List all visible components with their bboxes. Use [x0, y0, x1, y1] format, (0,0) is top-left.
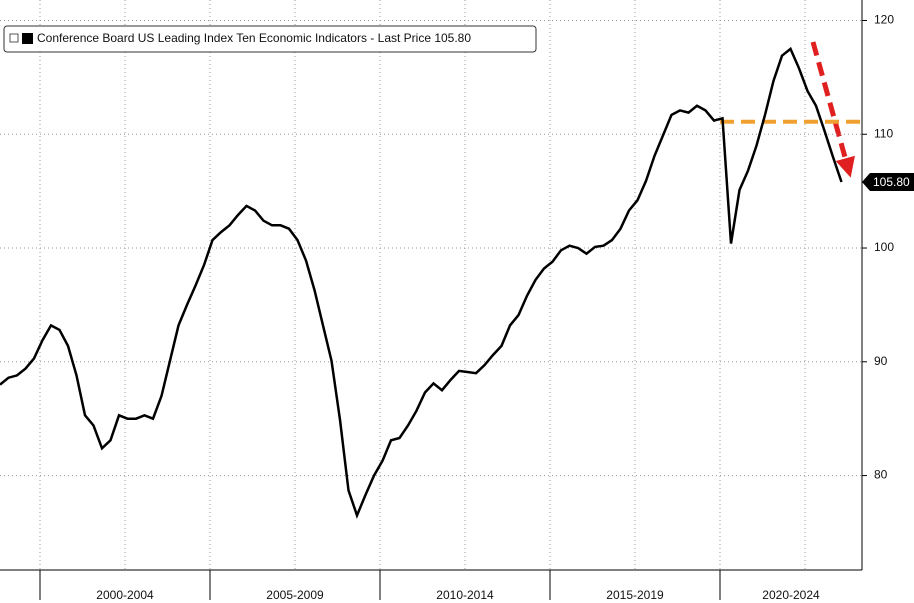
- legend: Conference Board US Leading Index Ten Ec…: [3, 25, 537, 53]
- y-tick-label: 90: [874, 354, 888, 368]
- x-period-label: 2010-2014: [436, 588, 494, 602]
- last-price-label: 105.80: [873, 175, 910, 189]
- legend-toggle: [9, 33, 19, 43]
- x-period-label: 2015-2019: [606, 588, 664, 602]
- y-tick-label: 120: [874, 13, 894, 27]
- legend-swatch: [22, 33, 33, 44]
- y-tick-label: 80: [874, 468, 888, 482]
- legend-box: [3, 25, 537, 53]
- last-price-pointer: [862, 173, 914, 192]
- legend-label: Conference Board US Leading Index Ten Ec…: [37, 31, 471, 45]
- x-period-label: 2005-2009: [266, 588, 324, 602]
- y-tick-label: 100: [874, 240, 894, 254]
- y-tick-label: 110: [874, 126, 893, 140]
- line-series: [0, 46, 843, 519]
- x-period-label: 2000-2004: [96, 588, 154, 602]
- trend-arrow: [810, 41, 855, 178]
- x-period-label: 2020-2024: [762, 588, 820, 602]
